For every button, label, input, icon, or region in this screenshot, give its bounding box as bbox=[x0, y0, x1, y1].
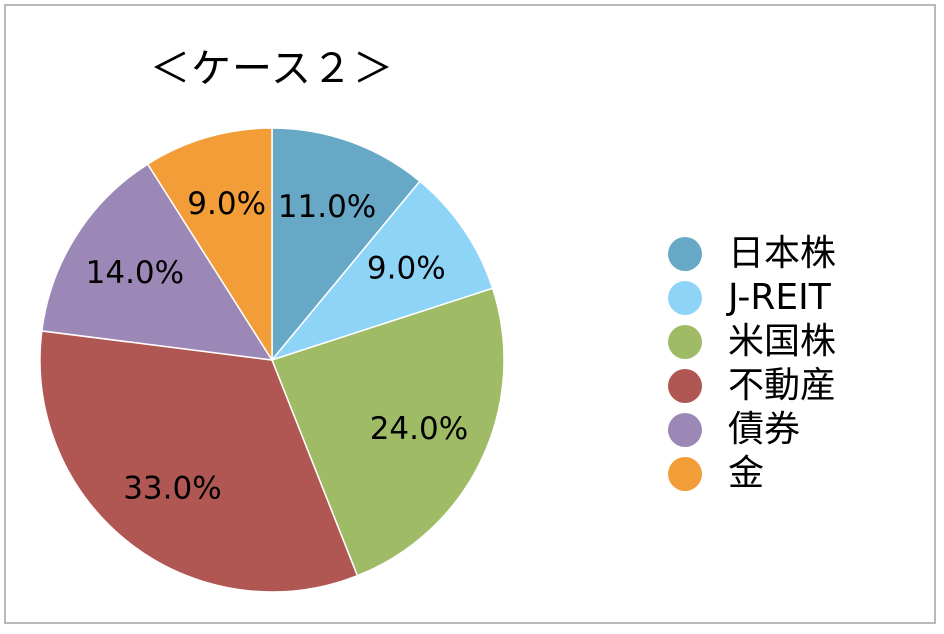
pie-slice-0 bbox=[271, 127, 421, 363]
data-label-1: 9.0% bbox=[367, 251, 446, 287]
legend-label: 日本株 bbox=[728, 233, 837, 274]
pie-slice-3 bbox=[39, 330, 359, 593]
legend-swatch bbox=[668, 281, 702, 315]
legend-item-4: 債券 bbox=[668, 408, 836, 452]
pie-slice-4 bbox=[40, 163, 274, 361]
legend-label: J-REIT bbox=[728, 277, 831, 318]
data-label-3: 33.0% bbox=[123, 470, 221, 506]
pie-slice-2 bbox=[271, 287, 505, 577]
pie-slice-1 bbox=[269, 180, 494, 362]
legend-label: 金 bbox=[728, 453, 765, 494]
data-label-2: 24.0% bbox=[370, 411, 468, 447]
legend: 日本株 J-REIT 米国株 不動産 債券 金 bbox=[668, 232, 836, 496]
legend-item-5: 金 bbox=[668, 452, 836, 496]
data-label-0: 11.0% bbox=[278, 189, 376, 225]
legend-item-0: 日本株 bbox=[668, 232, 836, 276]
data-label-4: 14.0% bbox=[86, 255, 184, 291]
legend-swatch bbox=[668, 457, 702, 491]
legend-label: 債券 bbox=[728, 409, 801, 450]
legend-label: 不動産 bbox=[728, 365, 837, 406]
legend-swatch bbox=[668, 237, 702, 271]
legend-label: 米国株 bbox=[728, 321, 837, 362]
chart-title: ＜ケース２＞ bbox=[150, 46, 394, 92]
legend-item-3: 不動産 bbox=[668, 364, 836, 408]
legend-swatch bbox=[668, 325, 702, 359]
legend-swatch bbox=[668, 369, 702, 403]
data-label-5: 9.0% bbox=[187, 186, 266, 222]
pie-slice-5 bbox=[146, 127, 273, 363]
legend-swatch bbox=[668, 413, 702, 447]
legend-item-1: J-REIT bbox=[668, 276, 836, 320]
legend-item-2: 米国株 bbox=[668, 320, 836, 364]
